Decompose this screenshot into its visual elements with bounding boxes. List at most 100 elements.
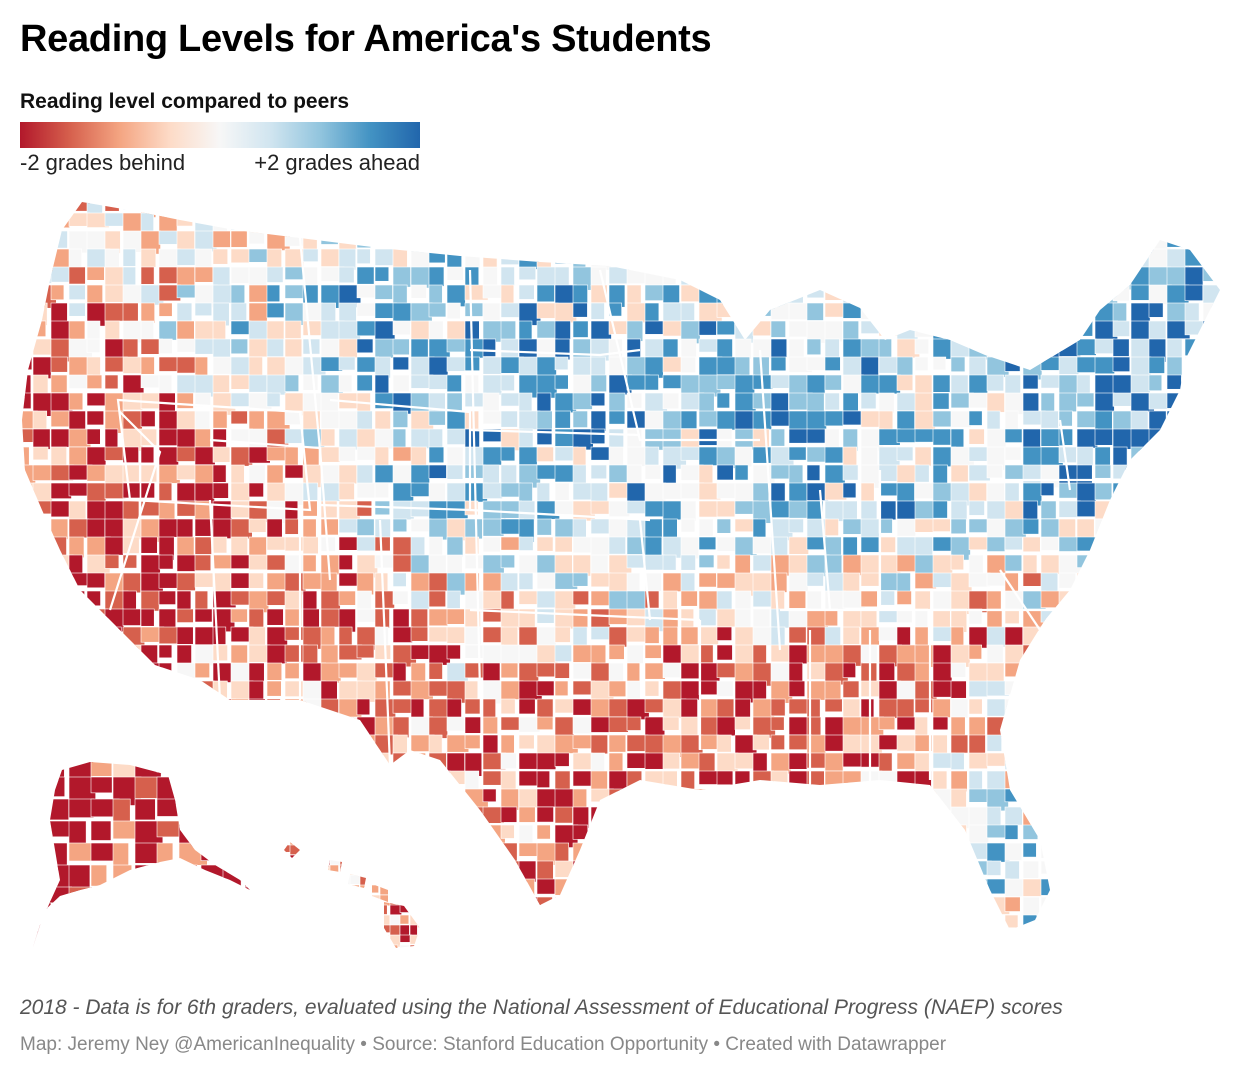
county-cell — [158, 302, 173, 317]
county-cell — [32, 824, 52, 845]
county-cell — [878, 788, 903, 807]
county-cell — [248, 896, 266, 916]
county-cell — [22, 860, 39, 879]
county-cell — [590, 230, 609, 248]
county-cell — [1184, 356, 1200, 372]
county-cell — [1094, 878, 1114, 899]
county-cell — [1184, 698, 1200, 719]
county-cell — [230, 202, 254, 218]
county-cell — [50, 284, 65, 301]
county-cell — [1040, 914, 1063, 930]
county-cell — [299, 884, 313, 893]
county-cell — [950, 464, 969, 483]
county-cell — [392, 806, 414, 830]
county-cell — [86, 446, 107, 468]
county-cell — [968, 446, 988, 462]
county-cell — [68, 392, 84, 411]
county-cell — [1004, 338, 1026, 359]
county-cell — [753, 933, 767, 947]
county-cell — [1184, 626, 1206, 642]
county-cell — [319, 884, 329, 896]
county-cell — [338, 842, 354, 862]
county-cell — [807, 933, 830, 955]
county-cell — [734, 410, 755, 432]
county-cell — [680, 302, 695, 321]
county-cell — [428, 914, 443, 929]
county-cell — [122, 662, 142, 683]
county-cell — [244, 820, 250, 846]
county-cell — [860, 914, 885, 930]
county-cell — [1112, 698, 1130, 713]
county-cell — [339, 894, 349, 909]
county-cell — [176, 554, 196, 572]
county-cell — [590, 428, 606, 445]
county-cell — [32, 554, 53, 573]
county-cell — [824, 392, 840, 411]
county-cell — [572, 788, 588, 809]
county-cell — [32, 734, 54, 756]
county-cell — [339, 884, 349, 895]
county-cell — [349, 842, 358, 845]
county-cell — [662, 230, 680, 250]
county-cell — [338, 824, 354, 845]
county-cell — [392, 410, 409, 428]
county-cell — [389, 884, 403, 894]
county-cell — [518, 698, 536, 715]
county-cell — [1130, 410, 1149, 431]
county-cell — [176, 734, 195, 753]
county-cell — [734, 896, 754, 913]
county-cell — [104, 202, 120, 212]
county-cell — [389, 854, 400, 868]
county-cell — [1184, 752, 1201, 771]
county-cell — [200, 762, 227, 782]
county-cell — [320, 752, 344, 775]
county-cell — [932, 338, 952, 360]
county-cell — [590, 410, 607, 432]
county-cell — [409, 904, 418, 915]
county-cell — [1184, 608, 1206, 624]
county-cell — [824, 374, 842, 391]
county-cell — [1130, 734, 1152, 750]
county-cell — [1022, 428, 1041, 449]
county-cell — [842, 626, 860, 645]
county-cell — [861, 933, 879, 946]
county-cell — [914, 212, 932, 233]
county-cell — [1112, 482, 1137, 502]
county-cell — [1202, 302, 1220, 325]
county-cell — [752, 518, 767, 540]
county-cell — [222, 930, 249, 948]
county-cell — [428, 878, 452, 898]
county-cell — [1058, 230, 1083, 248]
county-cell — [464, 302, 484, 317]
county-cell — [1221, 789, 1240, 808]
county-cell — [428, 590, 446, 608]
county-cell — [392, 788, 409, 808]
county-cell — [1130, 914, 1148, 930]
county-cell — [284, 874, 292, 884]
county-cell — [369, 864, 381, 879]
county-cell — [878, 266, 898, 281]
county-cell — [662, 284, 680, 303]
county-cell — [410, 752, 426, 773]
county-cell — [359, 884, 370, 896]
county-cell — [194, 806, 212, 829]
county-cell — [104, 662, 129, 679]
county-cell — [50, 914, 73, 930]
county-cell — [590, 554, 609, 575]
county-cell — [1184, 302, 1200, 322]
county-cell — [321, 933, 336, 954]
county-cell — [284, 904, 292, 917]
county-cell — [572, 202, 590, 212]
county-cell — [896, 842, 912, 864]
county-cell — [51, 933, 70, 948]
county-cell — [1148, 626, 1171, 648]
county-cell — [842, 572, 860, 593]
county-cell — [554, 626, 571, 643]
county-cell — [32, 842, 53, 863]
county-cell — [896, 878, 912, 903]
county-cell — [1076, 482, 1097, 504]
county-cell — [176, 770, 197, 793]
county-cell — [590, 464, 607, 480]
county-cell — [284, 860, 299, 875]
county-cell — [698, 212, 716, 232]
